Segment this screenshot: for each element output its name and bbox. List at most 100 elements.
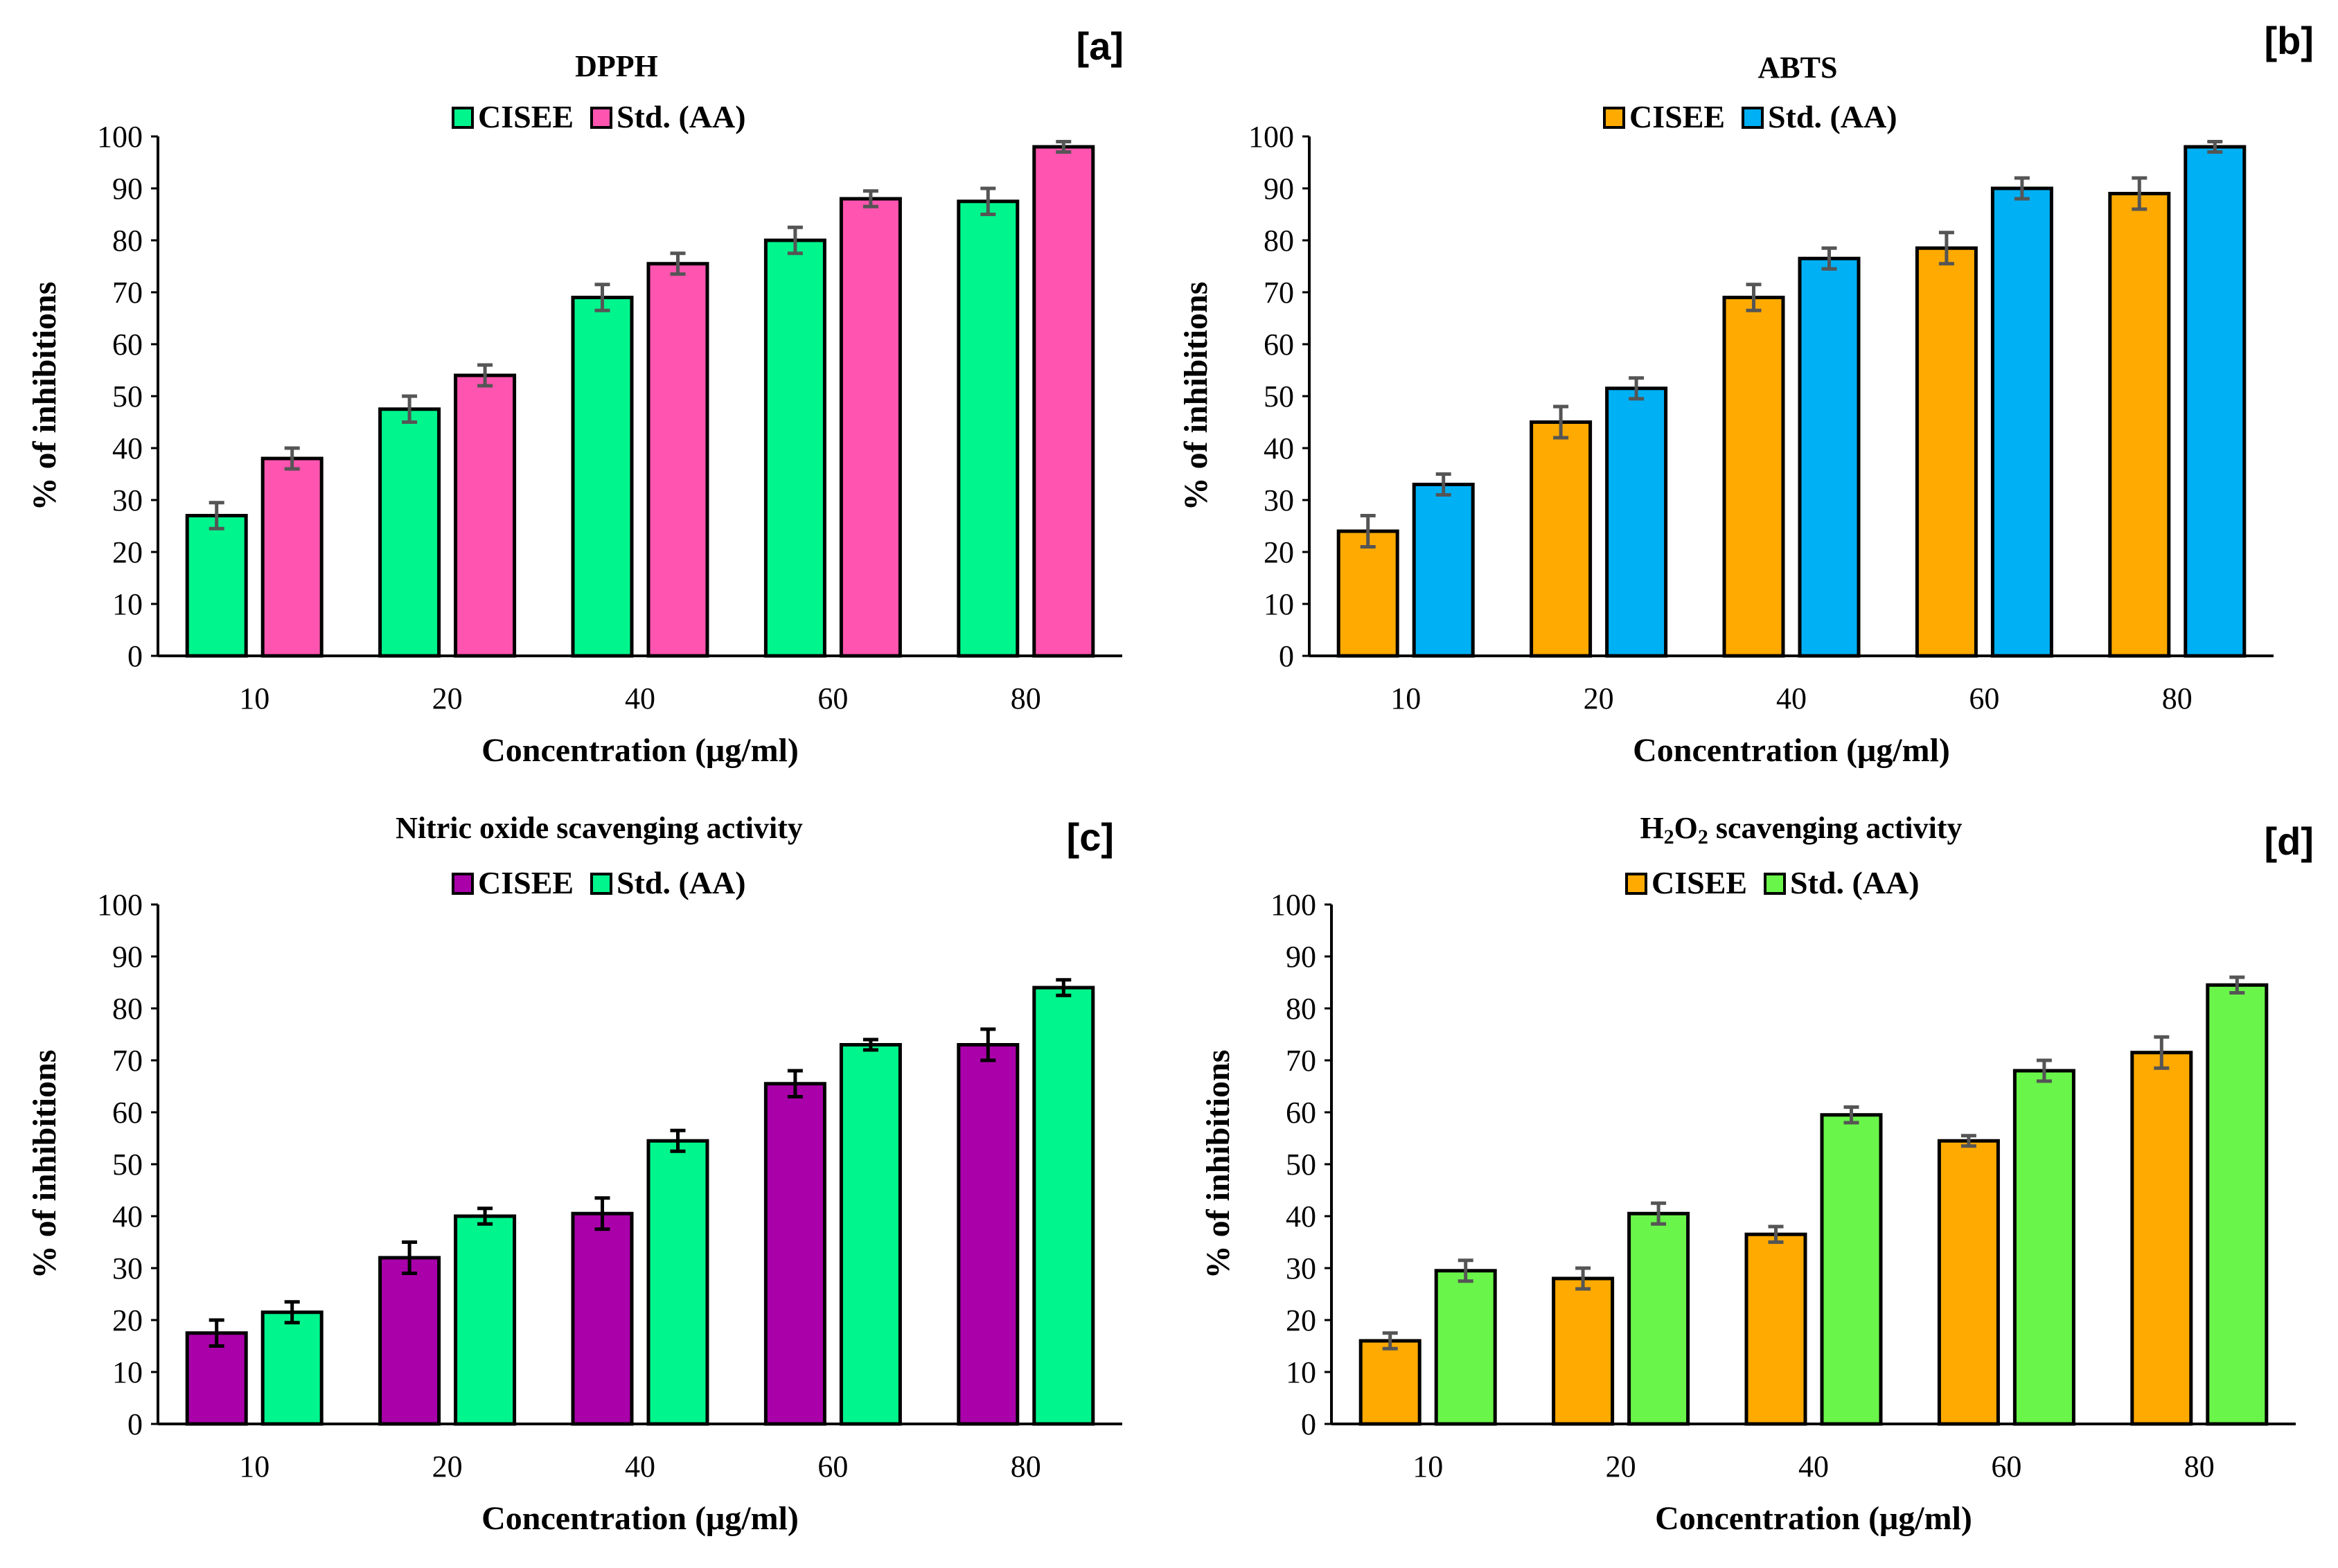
bar-cisee-40 xyxy=(571,1211,634,1426)
legend-label: CISEE xyxy=(1651,865,1747,900)
error-bar xyxy=(980,1027,996,1062)
bar-cisee-60 xyxy=(1915,246,1978,658)
error-bar xyxy=(1938,231,1954,266)
y-tick-label: 30 xyxy=(1264,483,1294,517)
chart-title-main: H xyxy=(1640,811,1663,845)
x-tick-label: 20 xyxy=(1584,681,1614,715)
error-bar xyxy=(1553,404,1569,440)
error-bar xyxy=(787,1069,803,1098)
y-tick-label: 100 xyxy=(1270,888,1316,922)
y-tick-label: 40 xyxy=(1286,1200,1316,1233)
error-bar xyxy=(1746,283,1762,312)
bar-cisee-10 xyxy=(1336,529,1399,658)
bar-std-aa-60 xyxy=(2012,1069,2075,1426)
bar-cisee-20 xyxy=(1530,420,1593,658)
y-tick-label: 50 xyxy=(1264,380,1294,413)
chart-title: ABTS xyxy=(1758,51,1838,84)
x-tick-label: 60 xyxy=(817,1450,848,1484)
legend-label: CISEE xyxy=(478,99,574,134)
bar-std-aa-40 xyxy=(646,262,709,658)
chart-title: Nitric oxide scavenging activity xyxy=(396,811,803,845)
error-bar xyxy=(862,189,878,208)
legend-swatch xyxy=(452,873,474,895)
bar-std-aa-80 xyxy=(1032,986,1095,1426)
y-tick-label: 60 xyxy=(1286,1096,1316,1130)
y-tick-label: 20 xyxy=(112,1303,143,1337)
chart-title-mid: O xyxy=(1674,811,1698,845)
chart-title: H2O2 scavenging activity xyxy=(1640,811,1962,848)
error-bar xyxy=(2207,140,2223,154)
bar-std-aa-60 xyxy=(839,197,902,658)
error-bar xyxy=(862,1037,878,1052)
panel-tag: [c] xyxy=(1067,815,1114,859)
y-tick-label: 0 xyxy=(127,639,143,673)
y-tick-label: 60 xyxy=(1264,328,1294,362)
error-bar xyxy=(1360,514,1376,549)
legend-swatch xyxy=(590,107,612,129)
y-tick-label: 90 xyxy=(1286,940,1316,974)
y-axis-title: % of inhibitions xyxy=(26,282,63,511)
bar-cisee-20 xyxy=(378,407,441,658)
bar-cisee-60 xyxy=(763,1082,826,1426)
x-tick-label: 80 xyxy=(2162,681,2193,715)
y-tick-label: 40 xyxy=(1264,431,1294,465)
legend: CISEE Std. (AA) xyxy=(1603,99,1897,134)
bar-std-aa-20 xyxy=(454,1214,517,1426)
bar-cisee-80 xyxy=(957,199,1020,658)
y-tick-label: 10 xyxy=(1286,1355,1316,1389)
error-bar xyxy=(980,186,996,216)
bar-std-aa-10 xyxy=(260,456,324,658)
bar-cisee-80 xyxy=(2108,192,2171,658)
bar-cisee-10 xyxy=(1358,1339,1422,1426)
bar-cisee-20 xyxy=(1552,1276,1615,1426)
x-tick-label: 60 xyxy=(1969,681,1999,715)
chart-title-main: DPPH xyxy=(575,49,658,83)
y-tick-label: 60 xyxy=(112,1096,143,1130)
error-bar xyxy=(209,1318,224,1348)
error-bar xyxy=(2229,975,2245,995)
bar-std-aa-40 xyxy=(1798,256,1861,658)
legend-label: Std. (AA) xyxy=(617,865,746,900)
panel-tag: [d] xyxy=(2264,819,2314,863)
legend-label: Std. (AA) xyxy=(617,99,746,134)
chart-title-main: Nitric oxide scavenging activity xyxy=(396,811,803,845)
bar-std-aa-10 xyxy=(260,1310,324,1426)
error-bar xyxy=(477,1206,493,1226)
bar-std-aa-10 xyxy=(1412,483,1475,658)
y-tick-label: 80 xyxy=(112,224,143,258)
error-bar xyxy=(670,251,686,276)
legend: CISEE Std. (AA) xyxy=(1625,865,1920,900)
legend-label: CISEE xyxy=(478,865,574,900)
bar-std-aa-10 xyxy=(1434,1269,1497,1426)
y-tick-label: 90 xyxy=(1264,172,1294,206)
bar-std-aa-20 xyxy=(454,373,517,658)
bar-std-aa-60 xyxy=(839,1043,902,1426)
error-bar xyxy=(2014,176,2030,201)
x-tick-label: 10 xyxy=(239,681,269,715)
y-tick-label: 40 xyxy=(112,431,143,465)
bar-cisee-80 xyxy=(2130,1051,2193,1426)
x-axis-title: Concentration (μg/ml) xyxy=(481,1500,799,1537)
bar-cisee-10 xyxy=(185,514,248,658)
y-tick-label: 50 xyxy=(112,380,143,413)
error-bar xyxy=(2132,176,2147,211)
error-bar xyxy=(1435,472,1451,497)
error-bar xyxy=(1960,1134,1976,1148)
x-tick-label: 10 xyxy=(239,1450,269,1484)
bar-std-aa-80 xyxy=(1032,145,1095,658)
y-tick-label: 10 xyxy=(112,587,143,621)
error-bar xyxy=(1629,376,1645,401)
bar-cisee-20 xyxy=(378,1256,441,1426)
y-axis-title: % of inhibitions xyxy=(1178,282,1214,511)
x-tick-label: 40 xyxy=(1776,681,1807,715)
error-bar xyxy=(284,446,300,471)
chart-title-tail: scavenging activity xyxy=(1708,811,1963,845)
y-tick-label: 20 xyxy=(1264,535,1294,569)
chart-title: DPPH xyxy=(575,49,658,83)
y-tick-label: 40 xyxy=(112,1200,143,1233)
bar-std-aa-40 xyxy=(1820,1113,1883,1426)
x-tick-label: 10 xyxy=(1390,681,1421,715)
x-tick-label: 40 xyxy=(1798,1450,1829,1484)
x-tick-label: 80 xyxy=(1011,681,1041,715)
bar-cisee-60 xyxy=(1937,1139,2000,1426)
